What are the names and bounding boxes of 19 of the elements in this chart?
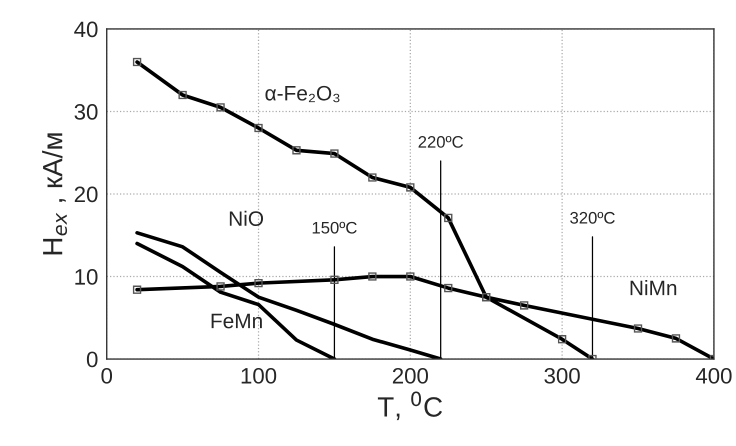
ref-line-label: 320ºC xyxy=(570,212,615,224)
y-axis-title: H$_{ex}$ , кА/м xyxy=(42,133,68,254)
x-tick-label: 400 xyxy=(696,368,732,384)
y-tick-label: 30 xyxy=(74,104,98,120)
series-label: NiMn xyxy=(630,280,676,296)
x-tick-label: 200 xyxy=(392,368,428,384)
x-tick-label: 300 xyxy=(544,368,580,384)
y-tick-label: 20 xyxy=(74,186,98,202)
ref-line-label: 150ºC xyxy=(312,222,357,234)
series-label: α-Fe₂O₃ xyxy=(265,86,340,102)
x-axis-title: T, $^{0}$C xyxy=(378,391,442,420)
y-tick-label: 0 xyxy=(86,352,98,368)
x-tick-label: 100 xyxy=(242,368,276,384)
series-label: FeMn xyxy=(212,314,262,328)
x-tick-label: 0 xyxy=(101,368,112,384)
y-tick-label: 40 xyxy=(74,22,98,38)
y-tick-label: 10 xyxy=(75,269,98,285)
text: NiO xyxy=(230,210,264,226)
ref-line-label: 220ºC xyxy=(418,136,464,148)
